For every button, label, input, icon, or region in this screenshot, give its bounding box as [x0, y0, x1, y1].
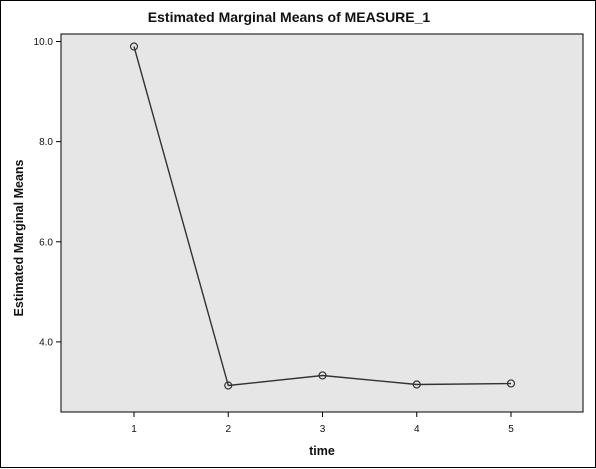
y-axis: 4.0 6.0 8.0 10.0	[34, 37, 61, 348]
x-tick-label: 1	[131, 424, 137, 435]
data-point-marker	[412, 380, 421, 389]
data-point-marker	[129, 42, 139, 51]
data-point-marker	[224, 381, 233, 390]
series-layer	[129, 42, 516, 390]
x-axis-label: time	[309, 444, 335, 458]
chart-title: Estimated Marginal Means of MEASURE_1	[148, 9, 431, 25]
plot-area	[60, 33, 584, 413]
y-tick-label: 6.0	[39, 237, 53, 248]
x-axis: 1 2 3 4 5	[131, 412, 514, 435]
y-tick-label: 4.0	[39, 337, 53, 348]
x-tick-label: 5	[508, 424, 514, 435]
x-tick-label: 2	[225, 424, 231, 435]
series-line	[133, 46, 512, 387]
y-tick-label: 8.0	[39, 137, 53, 148]
y-tick-label: 10.0	[34, 37, 54, 48]
y-axis-label: Estimated Marginal Means	[12, 159, 26, 316]
data-point-marker	[506, 379, 516, 388]
x-tick-label: 3	[320, 424, 326, 435]
data-point-marker	[318, 371, 327, 380]
x-tick-label: 4	[414, 424, 420, 435]
